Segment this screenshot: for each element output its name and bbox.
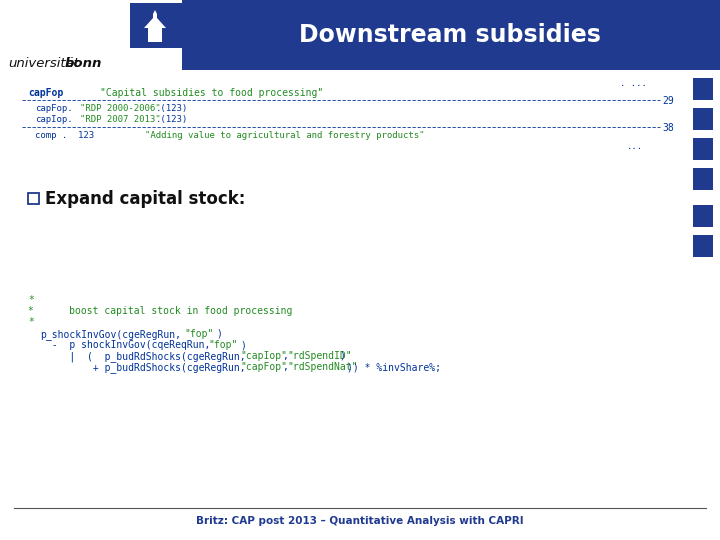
Text: "capIop": "capIop" <box>240 351 287 361</box>
Bar <box>693 235 713 257</box>
Bar <box>693 168 713 190</box>
Text: "rdSpendID": "rdSpendID" <box>287 351 351 361</box>
Bar <box>693 138 713 160</box>
Text: capFop: capFop <box>28 88 63 98</box>
Text: "fop": "fop" <box>184 329 213 339</box>
Text: ,: , <box>282 362 288 372</box>
Text: capFop.: capFop. <box>35 104 73 113</box>
Text: ): ) <box>216 329 222 339</box>
Text: . ...: . ... <box>620 79 647 88</box>
Text: comp .  123: comp . 123 <box>35 131 94 140</box>
Text: "capFop": "capFop" <box>240 362 287 372</box>
Text: ): ) <box>240 340 246 350</box>
Bar <box>0 0 720 70</box>
Text: capIop.: capIop. <box>35 115 73 124</box>
Text: .(123): .(123) <box>156 115 188 124</box>
Bar <box>130 3 182 48</box>
Text: + p_budRdShocks(cgeRegRun,: + p_budRdShocks(cgeRegRun, <box>40 362 246 373</box>
Text: Britz: CAP post 2013 – Quantitative Analysis with CAPRI: Britz: CAP post 2013 – Quantitative Anal… <box>196 516 524 526</box>
Text: "Capital subsidies to food processing": "Capital subsidies to food processing" <box>100 88 323 98</box>
Text: |  (  p_budRdShocks(cgeRegRun,: | ( p_budRdShocks(cgeRegRun, <box>40 351 246 362</box>
Text: -  p shockInvGov(cqeReqRun,: - p shockInvGov(cqeReqRun, <box>40 340 210 350</box>
Polygon shape <box>144 10 166 42</box>
Bar <box>693 108 713 130</box>
Text: Downstream subsidies: Downstream subsidies <box>299 23 601 47</box>
Text: 29: 29 <box>662 96 674 106</box>
Text: ...: ... <box>627 142 643 151</box>
Text: "rdSpendNat": "rdSpendNat" <box>287 362 358 372</box>
Text: )) * %invShare%;: )) * %invShare%; <box>347 362 441 372</box>
Text: ,: , <box>282 351 288 361</box>
Text: Expand capital stock:: Expand capital stock: <box>45 190 246 207</box>
Text: ): ) <box>339 351 345 361</box>
Bar <box>693 205 713 227</box>
Text: 38: 38 <box>662 123 674 133</box>
Text: universität: universität <box>8 57 79 70</box>
Text: *: * <box>28 317 34 327</box>
Bar <box>693 78 713 100</box>
Text: "fop": "fop" <box>208 340 238 350</box>
Text: *: * <box>28 295 34 305</box>
Bar <box>28 193 39 204</box>
Text: p_shockInvGov(cgeRegRun,: p_shockInvGov(cgeRegRun, <box>40 329 181 340</box>
Text: "RDP 2007 2013": "RDP 2007 2013" <box>80 115 161 124</box>
Bar <box>0 0 185 70</box>
Text: .(123): .(123) <box>156 104 188 113</box>
Text: "RDP 2000-2006": "RDP 2000-2006" <box>80 104 161 113</box>
Text: *      boost capital stock in food processing: * boost capital stock in food processing <box>28 306 292 316</box>
Text: bonn: bonn <box>65 57 102 70</box>
Bar <box>182 0 187 70</box>
Text: "Adding value to agricultural and forestry products": "Adding value to agricultural and forest… <box>145 131 425 140</box>
